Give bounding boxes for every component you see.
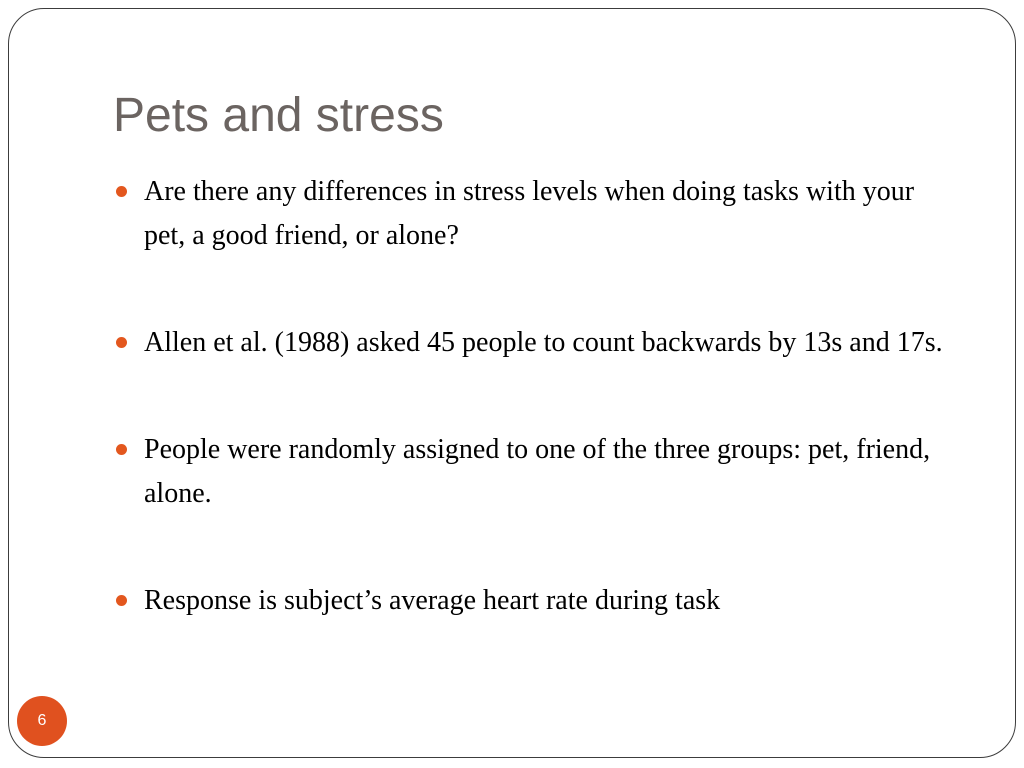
bullet-text: Allen et al. (1988) asked 45 people to c… (144, 327, 943, 358)
bullet-text: Are there any differences in stress leve… (144, 176, 915, 251)
slide-title: Pets and stress (113, 89, 444, 142)
page-number: 6 (37, 712, 47, 729)
bullet-item: Response is subject’s average heart rate… (116, 579, 946, 623)
bullet-dot-icon (116, 186, 127, 197)
bullet-item: Are there any differences in stress leve… (116, 170, 946, 258)
bullet-text: Response is subject’s average heart rate… (144, 585, 721, 616)
bullet-item: People were randomly assigned to one of … (116, 428, 946, 516)
bullet-dot-icon (116, 444, 127, 455)
bullet-item: Allen et al. (1988) asked 45 people to c… (116, 321, 946, 365)
bullet-dot-icon (116, 595, 127, 606)
page-number-badge: 6 (17, 696, 67, 746)
bullet-dot-icon (116, 337, 127, 348)
slide-frame (8, 8, 1016, 758)
bullet-text: People were randomly assigned to one of … (144, 434, 931, 509)
bullet-list: Are there any differences in stress leve… (116, 170, 946, 623)
